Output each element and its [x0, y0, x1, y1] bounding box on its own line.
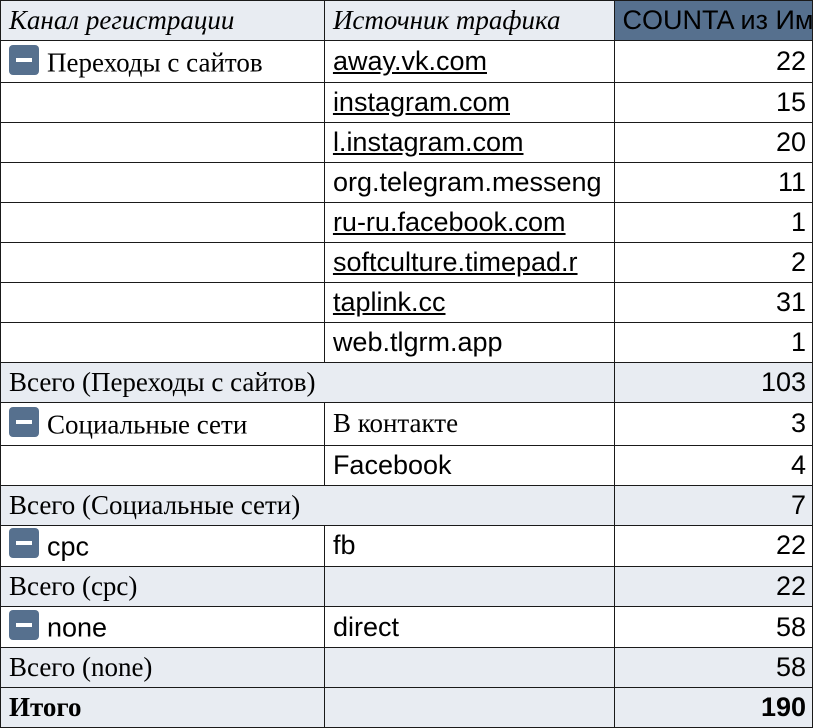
count-cell: 3 — [613, 402, 814, 446]
table-row: instagram.com 15 — [0, 82, 814, 124]
source-cell: fb — [323, 524, 615, 567]
source-link[interactable]: ru-ru.facebook.com — [323, 202, 615, 244]
group-cell[interactable]: none — [0, 605, 325, 649]
subtotal-row: Всего (Переходы с сайтов) 103 — [0, 362, 814, 404]
table-row: none direct 58 — [0, 605, 814, 649]
group-label: Переходы с сайтов — [47, 47, 263, 78]
group-cell[interactable]: Социальные сети — [0, 402, 325, 446]
grand-total-row: Итого 190 — [0, 687, 814, 728]
empty-cell — [0, 82, 325, 124]
count-cell: 58 — [613, 605, 814, 649]
group-cell[interactable]: Переходы с сайтов — [0, 39, 325, 84]
source-cell: org.telegram.messeng — [323, 162, 615, 204]
empty-cell — [0, 444, 325, 486]
count-cell: 22 — [613, 524, 814, 567]
table-row: web.tlgrm.app 1 — [0, 322, 814, 364]
empty-cell — [323, 687, 615, 728]
count-cell: 22 — [613, 39, 814, 84]
collapse-minus-icon[interactable] — [9, 407, 39, 438]
empty-cell — [0, 322, 325, 364]
subtotal-row: Всего (Социальные сети) 7 — [0, 484, 814, 526]
source-cell: direct — [323, 605, 615, 649]
table-row: Социальные сети В контакте 3 — [0, 402, 814, 446]
empty-cell — [0, 282, 325, 324]
group-cell[interactable]: cpc — [0, 524, 325, 567]
table-row: Facebook 4 — [0, 444, 814, 486]
count-cell: 11 — [613, 162, 814, 204]
source-cell: В контакте — [323, 402, 615, 446]
subtotal-label: Всего (cpc) — [0, 565, 325, 607]
empty-cell — [323, 647, 615, 689]
count-cell: 2 — [613, 242, 814, 284]
subtotal-label: Всего (none) — [0, 647, 325, 689]
table-row: org.telegram.messeng 11 — [0, 162, 814, 204]
count-cell: 1 — [613, 322, 814, 364]
subtotal-row: Всего (none) 58 — [0, 647, 814, 689]
collapse-minus-icon[interactable] — [9, 44, 39, 75]
count-cell: 20 — [613, 122, 814, 164]
subtotal-value: 7 — [613, 484, 814, 526]
subtotal-label: Всего (Переходы с сайтов) — [0, 362, 615, 404]
subtotal-row: Всего (cpc) 22 — [0, 565, 814, 607]
group-label: cpc — [47, 530, 90, 561]
source-cell: Facebook — [323, 444, 615, 486]
collapse-minus-icon[interactable] — [9, 609, 39, 640]
empty-cell — [0, 242, 325, 284]
table-row: softculture.timepad.r 2 — [0, 242, 814, 284]
source-cell: web.tlgrm.app — [323, 322, 615, 364]
subtotal-value: 22 — [613, 565, 814, 607]
source-link[interactable]: instagram.com — [323, 82, 615, 124]
source-link[interactable]: softculture.timepad.r — [323, 242, 615, 284]
source-link[interactable]: taplink.cc — [323, 282, 615, 324]
table-row: ru-ru.facebook.com 1 — [0, 202, 814, 244]
subtotal-label: Всего (Социальные сети) — [0, 484, 615, 526]
grand-total-label: Итого — [0, 687, 325, 728]
count-cell: 1 — [613, 202, 814, 244]
table-row: l.instagram.com 20 — [0, 122, 814, 164]
source-link[interactable]: away.vk.com — [323, 39, 615, 84]
header-row: Канал регистрации Источник трафика COUNT… — [0, 0, 814, 41]
collapse-minus-icon[interactable] — [9, 528, 39, 559]
empty-cell — [0, 122, 325, 164]
header-channel[interactable]: Канал регистрации — [0, 0, 325, 41]
group-label: Социальные сети — [47, 409, 248, 440]
subtotal-value: 103 — [613, 362, 814, 404]
count-cell: 31 — [613, 282, 814, 324]
table-row: cpc fb 22 — [0, 524, 814, 567]
count-cell: 15 — [613, 82, 814, 124]
subtotal-value: 58 — [613, 647, 814, 689]
empty-cell — [0, 162, 325, 204]
pivot-body: Переходы с сайтов away.vk.com 22 instagram.… — [0, 39, 814, 728]
empty-cell — [0, 202, 325, 244]
header-source[interactable]: Источник трафика — [323, 0, 615, 41]
header-value[interactable]: COUNTA из Им — [613, 0, 814, 41]
table-row: Переходы с сайтов away.vk.com 22 — [0, 39, 814, 84]
group-label: none — [47, 612, 108, 643]
count-cell: 4 — [613, 444, 814, 486]
table-row: taplink.cc 31 — [0, 282, 814, 324]
grand-total-value: 190 — [613, 687, 814, 728]
empty-cell — [323, 565, 615, 607]
source-link[interactable]: l.instagram.com — [323, 122, 615, 164]
